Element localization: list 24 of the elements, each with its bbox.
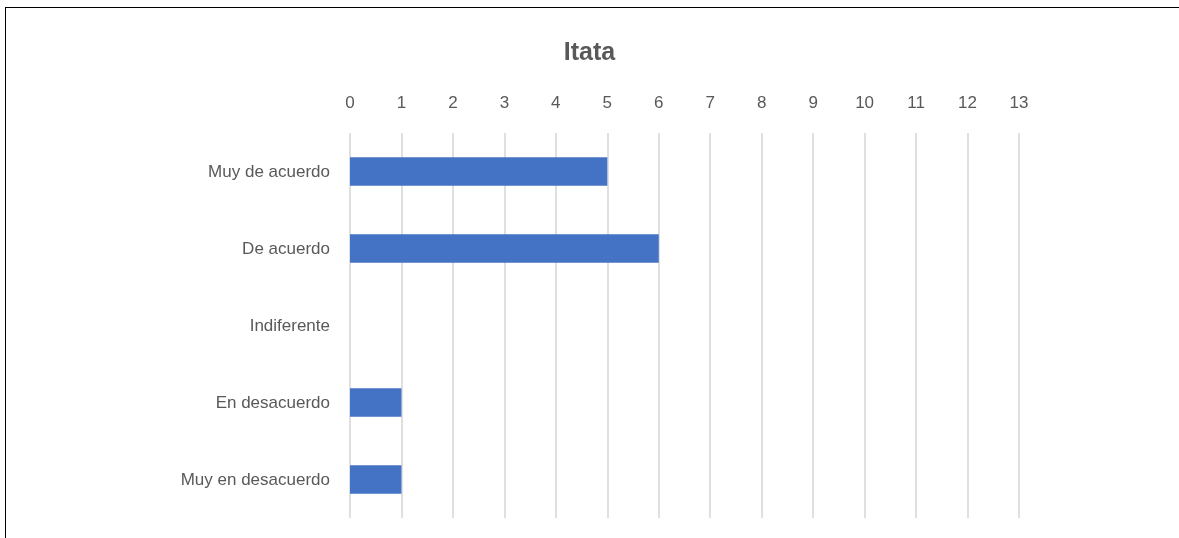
bar	[350, 465, 402, 494]
x-tick-label: 10	[855, 93, 875, 112]
x-tick-label: 7	[705, 93, 715, 112]
x-tick-label: 11	[907, 93, 925, 112]
chart-title: Itata	[563, 36, 617, 65]
x-tick-label: 9	[808, 93, 818, 112]
bar	[350, 157, 608, 186]
x-tick-label: 12	[958, 93, 977, 112]
x-tick-label: 0	[345, 93, 355, 112]
x-tick-label: 5	[602, 93, 613, 112]
x-tick-label: 4	[551, 93, 561, 112]
y-tick-label: En desacuerdo	[215, 393, 330, 412]
x-tick-label: 3	[499, 93, 510, 112]
x-tick-label: 13	[1009, 93, 1029, 112]
x-tick-label: 6	[654, 93, 664, 112]
y-tick-label: Indiferente	[249, 316, 330, 335]
bar	[350, 234, 659, 263]
x-tick-label: 1	[396, 93, 407, 112]
y-tick-label: De acuerdo	[242, 239, 330, 258]
x-tick-label: 8	[756, 93, 767, 112]
x-tick-label: 2	[448, 93, 458, 112]
bar	[350, 388, 402, 417]
y-tick-label: Muy de acuerdo	[208, 162, 330, 181]
y-tick-label: Muy en desacuerdo	[180, 470, 330, 489]
